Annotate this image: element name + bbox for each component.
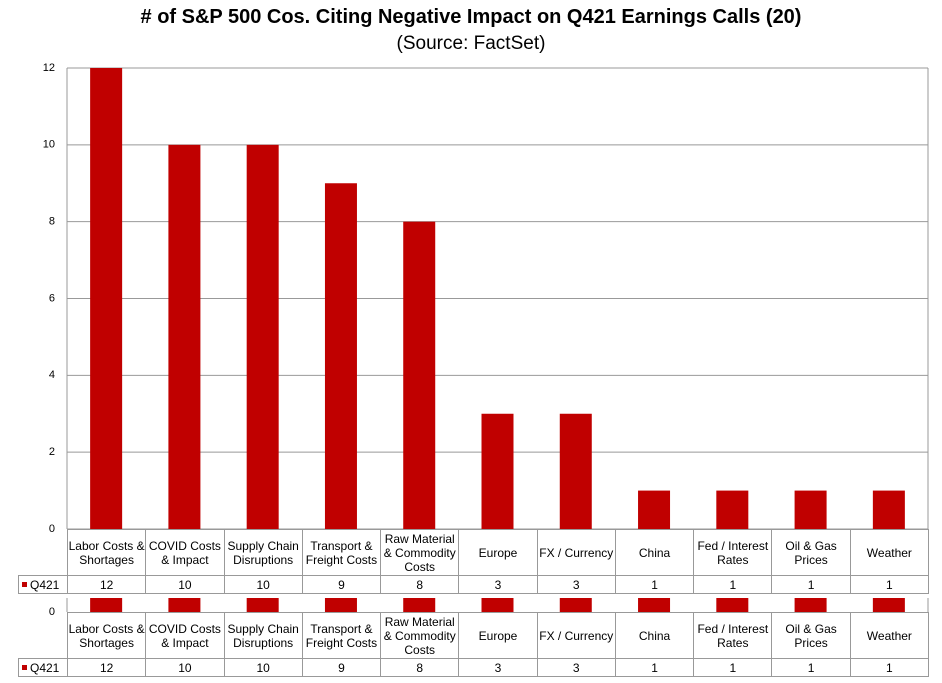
bar <box>168 144 201 530</box>
value-cell: 1 <box>693 575 773 594</box>
category-cell: China <box>614 612 695 659</box>
value-cell: 3 <box>458 658 538 677</box>
y-tick-label: 4 <box>49 369 55 381</box>
y-tick-label: 2 <box>49 446 55 458</box>
category-cell: FX / Currency <box>536 612 616 659</box>
y-tick-label: 0 <box>49 523 55 535</box>
chart-title: # of S&P 500 Cos. Citing Negative Impact… <box>140 6 802 28</box>
value-cell: 1 <box>849 575 929 594</box>
value-cell: 1 <box>771 658 851 677</box>
value-cell: 9 <box>301 575 382 594</box>
legend-key <box>22 665 27 670</box>
category-cell: Supply Chain Disruptions <box>223 612 303 659</box>
bar <box>559 413 592 529</box>
value-cell: 1 <box>614 575 695 594</box>
category-cell: Labor Costs & Shortages <box>67 612 147 659</box>
bar-stub <box>716 598 749 612</box>
bar-stub <box>403 598 436 612</box>
y-tick-label: 0 <box>49 606 55 618</box>
category-cell: Raw Material & Commodity Costs <box>380 612 460 659</box>
bar-stub <box>246 598 279 612</box>
bar-stub <box>638 598 671 612</box>
legend-cell: Q421 <box>18 575 68 594</box>
value-cell: 1 <box>614 658 695 677</box>
value-cell: 12 <box>67 575 147 594</box>
bar <box>246 144 279 530</box>
bar <box>324 183 357 529</box>
category-cell: Raw Material & Commodity Costs <box>380 529 460 576</box>
bar <box>403 221 436 529</box>
category-cell: Europe <box>458 529 538 576</box>
value-cell: 10 <box>223 575 303 594</box>
value-cell: 10 <box>145 658 225 677</box>
value-cell: 3 <box>458 575 538 594</box>
category-cell: Europe <box>458 612 538 659</box>
bar <box>638 490 671 529</box>
category-cell: COVID Costs & Impact <box>145 529 225 576</box>
legend-label: Q421 <box>30 577 60 592</box>
category-cell: Transport & Freight Costs <box>301 529 382 576</box>
category-cell: Weather <box>849 529 929 576</box>
value-cell: 8 <box>380 658 460 677</box>
category-cell: Fed / Interest Rates <box>693 612 773 659</box>
value-cell: 3 <box>536 575 616 594</box>
value-cell: 10 <box>145 575 225 594</box>
category-cell: Oil & Gas Prices <box>771 529 851 576</box>
value-cell: 10 <box>223 658 303 677</box>
category-cell: Oil & Gas Prices <box>771 612 851 659</box>
bar <box>794 490 827 529</box>
category-cell: Labor Costs & Shortages <box>67 529 147 576</box>
value-cell: 1 <box>771 575 851 594</box>
category-cell: Transport & Freight Costs <box>301 612 382 659</box>
y-tick-label: 10 <box>43 139 55 151</box>
bar <box>90 68 123 529</box>
bar-stub <box>168 598 201 612</box>
bar-stub <box>90 598 123 612</box>
y-tick-label: 8 <box>49 216 55 228</box>
bar-stub <box>872 598 905 612</box>
category-cell: Supply Chain Disruptions <box>223 529 303 576</box>
category-cell: FX / Currency <box>536 529 616 576</box>
category-cell: China <box>614 529 695 576</box>
y-tick-label: 12 <box>43 62 55 74</box>
bar <box>872 490 905 529</box>
y-tick-label: 6 <box>49 292 55 304</box>
bar <box>716 490 749 529</box>
value-cell: 1 <box>849 658 929 677</box>
category-cell: COVID Costs & Impact <box>145 612 225 659</box>
category-cell: Weather <box>849 612 929 659</box>
value-cell: 8 <box>380 575 460 594</box>
chart-subtitle: (Source: FactSet) <box>396 33 546 54</box>
legend-label: Q421 <box>30 660 60 675</box>
value-cell: 3 <box>536 658 616 677</box>
bar-stub <box>481 598 514 612</box>
category-cell: Fed / Interest Rates <box>693 529 773 576</box>
legend-key <box>22 582 27 587</box>
value-cell: 1 <box>693 658 773 677</box>
bar-stub <box>794 598 827 612</box>
bar-stub <box>559 598 592 612</box>
value-cell: 12 <box>67 658 147 677</box>
legend-cell: Q421 <box>18 658 68 677</box>
bar <box>481 413 514 529</box>
value-cell: 9 <box>301 658 382 677</box>
bar-stub <box>324 598 357 612</box>
